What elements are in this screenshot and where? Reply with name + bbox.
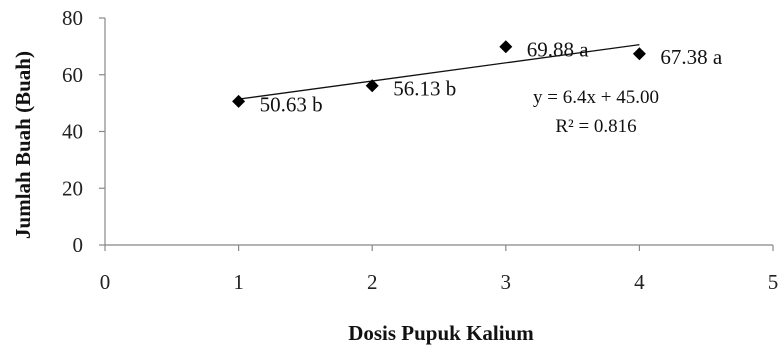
- data-label: 56.13 b: [393, 77, 456, 101]
- x-tick-label: 2: [367, 270, 378, 294]
- data-label: 69.88 a: [527, 38, 590, 62]
- y-tick-label: 60: [62, 63, 83, 87]
- y-axis-title: Jumlah Buah (Buah): [11, 51, 35, 239]
- data-labels: 50.63 b 56.13 b 69.88 a 67.38 a: [260, 38, 723, 117]
- y-tick-label: 80: [62, 6, 83, 30]
- trendline: [238, 44, 640, 100]
- data-point: [632, 47, 646, 61]
- y-tick-label: 0: [73, 233, 84, 257]
- y-tick-label: 40: [62, 120, 83, 144]
- x-tick-label: 5: [768, 270, 779, 294]
- x-tick-label: 3: [501, 270, 512, 294]
- x-axis-ticks: 0 1 2 3 4 5: [100, 245, 779, 294]
- x-axis-title: Dosis Pupuk Kalium: [348, 321, 534, 345]
- plot-area: 0 20 40 60 80 0 1 2 3 4 5 50.63 b 56.13 b 69.88 a 67…: [62, 6, 778, 294]
- data-label: 50.63 b: [260, 92, 323, 116]
- data-label: 67.38 a: [660, 45, 723, 69]
- y-tick-label: 20: [62, 176, 83, 200]
- data-markers: [232, 40, 646, 108]
- x-tick-label: 1: [233, 270, 244, 294]
- data-point: [365, 79, 379, 93]
- data-point: [499, 40, 513, 54]
- trendline-r-squared: R² = 0.816: [555, 116, 636, 137]
- y-axis-ticks: 0 20 40 60 80: [62, 6, 105, 257]
- trendline-equation: y = 6.4x + 45.00: [533, 87, 659, 108]
- x-tick-label: 4: [634, 270, 645, 294]
- data-point: [232, 94, 246, 108]
- x-tick-label: 0: [100, 270, 111, 294]
